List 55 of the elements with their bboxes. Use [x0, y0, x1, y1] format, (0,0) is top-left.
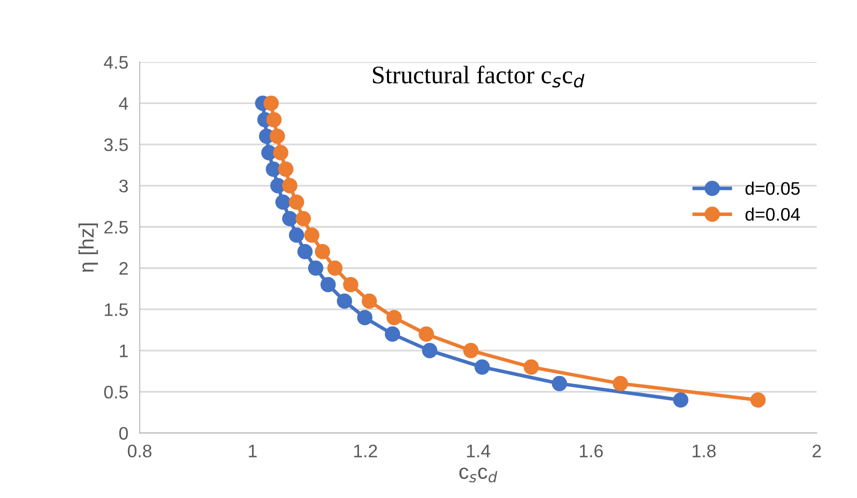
- y-tick-label: 3.5: [104, 138, 128, 152]
- point: [270, 128, 285, 144]
- point: [297, 244, 313, 260]
- point: [552, 376, 568, 392]
- point: [288, 228, 304, 243]
- point: [296, 211, 311, 226]
- point: [386, 310, 402, 326]
- point: [266, 112, 282, 128]
- point: [288, 194, 304, 210]
- point: [304, 228, 320, 243]
- point: [463, 342, 479, 358]
- y-tick-label: 4: [118, 97, 128, 110]
- point: [278, 162, 294, 177]
- x-tick-label: 1: [248, 444, 257, 458]
- x-tick-label: 1.8: [692, 444, 716, 458]
- y-tick-label: 0: [119, 426, 128, 440]
- y-axis-title: η [hz]: [78, 224, 98, 272]
- y-tick-label: 2.5: [104, 220, 128, 234]
- point: [264, 96, 279, 111]
- y-tick-label: 4.5: [104, 56, 128, 69]
- legend-label: d=0.04: [746, 208, 800, 221]
- point: [524, 359, 539, 375]
- point: [336, 293, 352, 309]
- point: [282, 178, 298, 194]
- y-tick-label: 0.5: [104, 386, 128, 399]
- point: [673, 392, 688, 408]
- point: [418, 326, 434, 342]
- legend-label: d=0.05: [746, 182, 800, 195]
- x-tick-label: 1.4: [467, 444, 490, 458]
- point: [327, 260, 343, 276]
- y-tick-label: 2: [119, 262, 128, 275]
- y-tick-label: 1: [120, 344, 128, 358]
- point: [282, 211, 298, 226]
- chart-title: Structural factor c$_{s}$c$_{d}$: [373, 66, 584, 88]
- point: [266, 162, 282, 177]
- point: [384, 326, 400, 342]
- point: [275, 194, 291, 210]
- point: [308, 260, 324, 276]
- point: [362, 293, 377, 309]
- point: [474, 359, 490, 375]
- point: [612, 376, 628, 392]
- point: [320, 276, 336, 292]
- x-tick-label: 0.8: [128, 444, 152, 458]
- point: [422, 342, 438, 358]
- point: [273, 145, 288, 160]
- y-tick-label: 3: [119, 180, 128, 192]
- x-tick-label: 1.6: [580, 444, 603, 458]
- point: [314, 244, 330, 260]
- point: [343, 276, 358, 292]
- x-tick-label: 1.2: [354, 444, 378, 458]
- y-tick-label: 1.5: [104, 303, 128, 316]
- point: [750, 392, 766, 408]
- point: [357, 310, 372, 326]
- x-tick-label: 2: [812, 444, 821, 458]
- x-axis-title: c$_{s}$c$_{d}$: [459, 468, 498, 482]
